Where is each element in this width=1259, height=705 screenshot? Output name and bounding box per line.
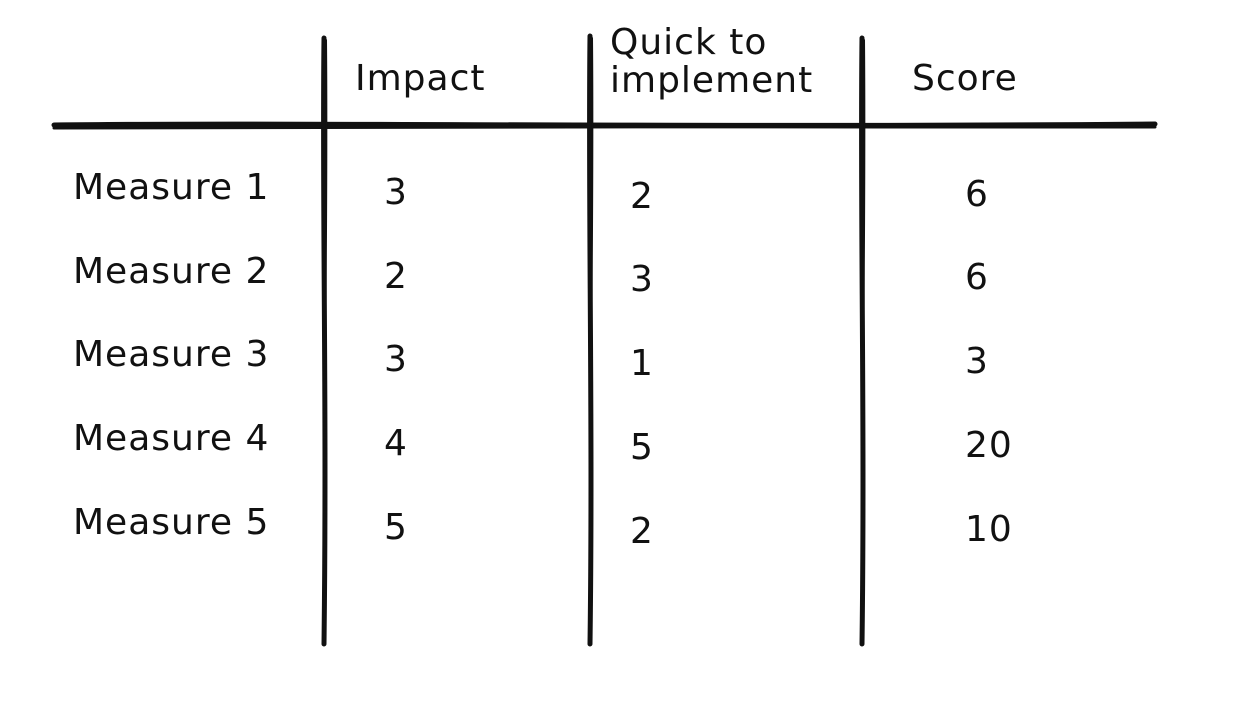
cell-quick-2: 3	[630, 259, 654, 300]
row-label-measure-5: Measure 5	[73, 502, 270, 543]
cell-score-4: 20	[965, 425, 1013, 466]
header-rule	[51, 121, 1158, 130]
row-label-measure-2: Measure 2	[73, 251, 270, 292]
cell-impact-3: 3	[384, 339, 408, 380]
cell-score-2: 6	[965, 257, 989, 298]
cell-impact-1: 3	[384, 172, 408, 213]
cell-quick-1: 2	[630, 176, 654, 217]
header-score: Score	[912, 58, 1018, 99]
cell-score-5: 10	[965, 509, 1013, 550]
row-label-measure-3: Measure 3	[73, 334, 270, 375]
column-divider-1	[321, 35, 328, 647]
header-impact: Impact	[355, 58, 486, 99]
cell-impact-5: 5	[384, 507, 408, 548]
header-quick-to-implement: Quick to implement	[610, 22, 814, 101]
column-divider-2	[587, 33, 594, 647]
cell-quick-4: 5	[630, 427, 654, 468]
column-divider-3	[859, 35, 866, 647]
cell-impact-4: 4	[384, 423, 408, 464]
cell-quick-3: 1	[630, 343, 654, 384]
cell-quick-5: 2	[630, 511, 654, 552]
cell-score-1: 6	[965, 174, 989, 215]
cell-score-3: 3	[965, 341, 989, 382]
row-label-measure-1: Measure 1	[73, 167, 270, 208]
row-label-measure-4: Measure 4	[73, 418, 270, 459]
cell-impact-2: 2	[384, 256, 408, 297]
